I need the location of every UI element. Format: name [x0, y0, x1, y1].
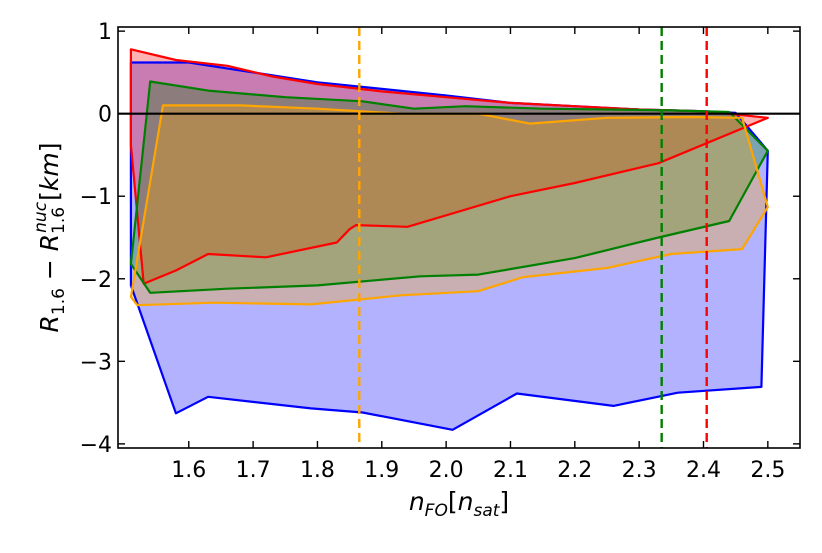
y-tick-label-0: −4 — [80, 433, 112, 458]
band-outline-3 — [129, 104, 769, 307]
reference-lines — [118, 27, 800, 448]
x-tick-label-4: 2.0 — [429, 458, 464, 483]
axis-ticks — [118, 27, 800, 448]
band-fill-0 — [130, 62, 768, 430]
x-tick-label-9: 2.5 — [750, 458, 785, 483]
band-fill-3 — [130, 105, 768, 306]
x-tick-label-3: 1.9 — [364, 458, 399, 483]
band-fill-2 — [130, 81, 768, 293]
x-tick-label-7: 2.3 — [622, 458, 657, 483]
y-axis-label: R1.6 − Rnuc1.6[km] — [31, 143, 69, 333]
x-tick-label-1: 1.7 — [236, 458, 271, 483]
x-tick-label-5: 2.1 — [493, 458, 528, 483]
x-tick-label-8: 2.4 — [686, 458, 721, 483]
y-tick-label-4: 0 — [98, 103, 112, 128]
x-tick-label-2: 1.8 — [300, 458, 335, 483]
y-tick-label-2: −2 — [80, 268, 112, 293]
plot-frame — [117, 26, 801, 449]
y-tick-label-1: −3 — [80, 350, 112, 375]
band-outline-1 — [129, 48, 769, 285]
axis-tick-labels: 1.6 1.7 1.8 1.9 2.0 2.1 2.2 2.3 2.4 2.5 −4 −3 −2 −1 0 1 — [80, 20, 786, 483]
x-tick-label-6: 2.2 — [557, 458, 592, 483]
y-tick-label-3: −1 — [80, 185, 112, 210]
y-tick-label-5: 1 — [98, 20, 112, 45]
x-tick-label-0: 1.6 — [171, 458, 206, 483]
band-outline-2 — [129, 80, 769, 294]
x-axis-label: nFO[nsat] — [409, 487, 509, 521]
